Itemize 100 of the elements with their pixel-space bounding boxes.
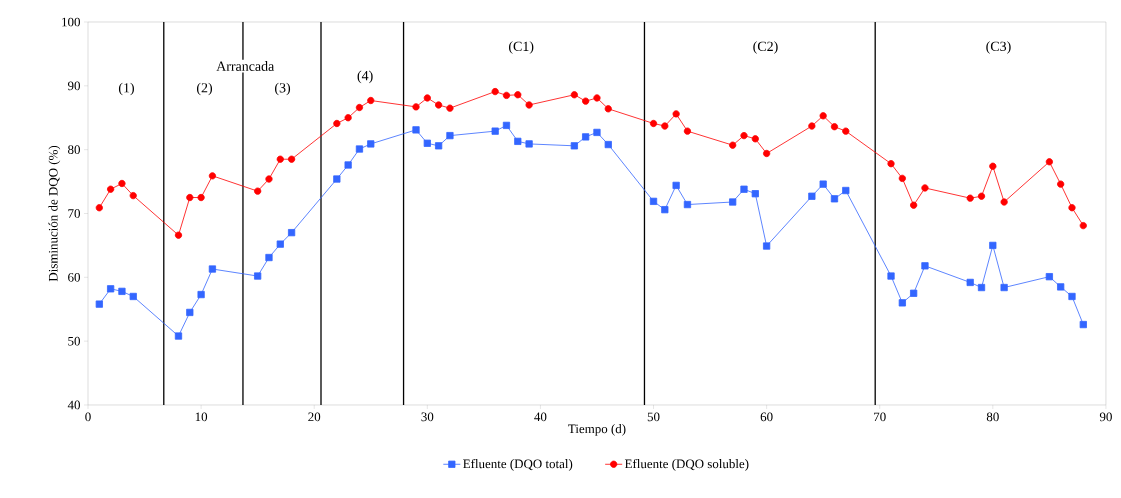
point	[604, 105, 612, 113]
point	[683, 127, 692, 135]
y-tick-label: 40	[67, 400, 80, 410]
point	[107, 285, 115, 293]
point	[197, 290, 205, 299]
point	[344, 114, 352, 122]
point	[1068, 292, 1076, 301]
point	[751, 190, 759, 198]
point	[819, 180, 827, 188]
point	[254, 187, 262, 195]
annotation: (4)	[357, 70, 373, 84]
point	[446, 104, 454, 112]
annotation: (C1)	[509, 41, 534, 54]
point	[208, 265, 217, 273]
point	[367, 140, 375, 148]
point	[989, 241, 997, 249]
y-tick-label: 70	[68, 209, 80, 218]
legend-label: Efluente (DQO soluble)	[624, 458, 749, 471]
point	[977, 283, 986, 292]
point	[763, 242, 771, 250]
point	[830, 123, 839, 131]
point	[208, 172, 217, 180]
point	[412, 103, 420, 111]
y-axis-title: Disminución de DQO (%)	[48, 145, 61, 282]
point	[842, 186, 850, 195]
point	[1057, 283, 1065, 291]
point	[491, 127, 499, 135]
point	[355, 145, 364, 153]
annotation: Arrancada	[216, 61, 275, 71]
point	[593, 128, 601, 137]
point	[265, 253, 273, 262]
x-tick-label: 20	[308, 412, 321, 422]
x-tick-label: 0	[85, 412, 91, 422]
point	[649, 119, 658, 128]
point	[1045, 273, 1053, 281]
point	[129, 292, 137, 301]
annotation: (2)	[196, 82, 213, 96]
point	[333, 119, 341, 128]
point	[1000, 283, 1008, 292]
point	[683, 200, 692, 209]
point	[819, 112, 827, 120]
x-tick-label: 60	[760, 412, 773, 422]
point	[333, 175, 341, 183]
point	[740, 185, 748, 193]
point	[763, 149, 771, 158]
point	[502, 91, 511, 99]
point	[197, 193, 205, 202]
y-tick-label: 90	[67, 81, 80, 91]
annotation: (1)	[118, 82, 134, 96]
point	[672, 110, 680, 118]
point	[1079, 320, 1087, 329]
point	[1068, 204, 1076, 212]
point	[276, 240, 284, 248]
x-tick-label: 40	[534, 412, 547, 422]
point	[977, 192, 986, 200]
point	[174, 231, 183, 239]
point	[423, 94, 431, 102]
point	[808, 192, 816, 200]
y-tick-label: 100	[62, 17, 80, 27]
point	[898, 299, 906, 307]
point	[287, 155, 296, 163]
point	[129, 192, 137, 200]
point	[661, 206, 669, 214]
point	[254, 272, 262, 280]
point	[661, 122, 669, 130]
point	[423, 139, 431, 147]
point	[910, 289, 918, 297]
point	[830, 195, 839, 203]
point	[435, 142, 443, 150]
point	[435, 101, 443, 109]
x-tick-label: 70	[874, 412, 886, 422]
point	[1079, 222, 1087, 230]
point	[95, 204, 103, 212]
point	[921, 262, 929, 270]
point	[966, 278, 974, 287]
point	[604, 140, 612, 149]
point	[367, 96, 375, 105]
point	[898, 174, 906, 182]
point	[186, 193, 194, 202]
point	[887, 160, 895, 168]
point	[174, 332, 183, 340]
y-tick-label: 60	[68, 272, 80, 282]
point	[649, 197, 658, 205]
x-tick-label: 50	[647, 412, 660, 422]
y-tick-label: 50	[68, 336, 80, 346]
point	[514, 91, 522, 99]
point	[740, 132, 748, 140]
point	[570, 142, 578, 150]
y-tick-label: 80	[68, 145, 80, 155]
point	[570, 91, 578, 99]
point	[355, 103, 364, 112]
point	[95, 300, 103, 308]
point	[751, 135, 759, 143]
x-axis-title: Tiempo (d)	[568, 424, 626, 436]
point	[118, 287, 126, 295]
point	[1000, 198, 1008, 206]
point	[1045, 158, 1053, 166]
point	[412, 126, 420, 134]
x-tick-label: 30	[421, 412, 434, 422]
point	[672, 181, 680, 189]
